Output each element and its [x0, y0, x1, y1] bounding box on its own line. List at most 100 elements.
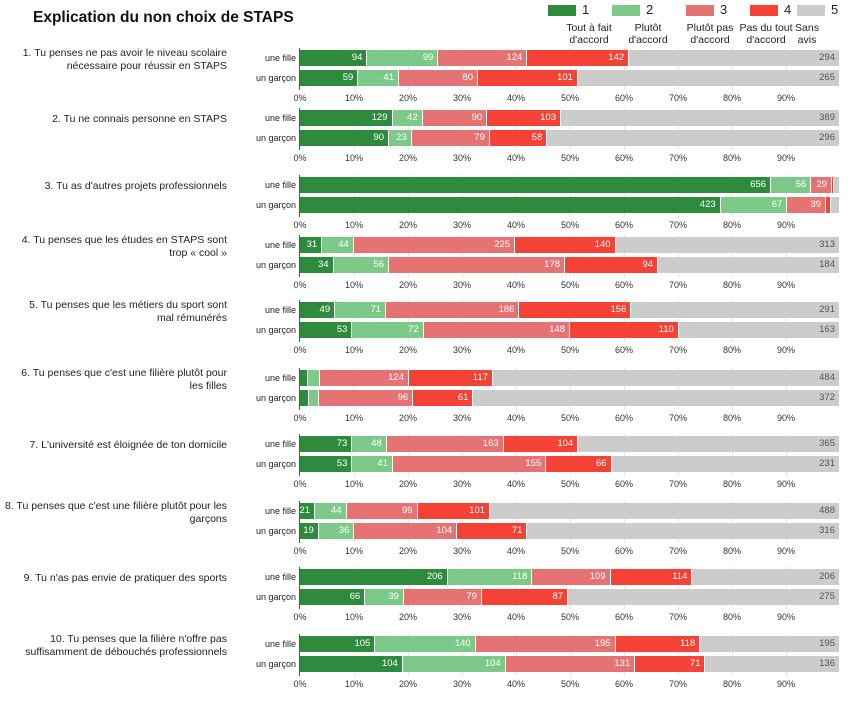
gridline — [354, 108, 355, 150]
bar-segment-5: 484 — [492, 370, 840, 386]
x-tick-label: 0% — [293, 413, 307, 423]
bar-segment-1: 31 — [300, 237, 323, 253]
bar-segment-3: 163 — [386, 436, 504, 452]
gridline — [408, 48, 409, 90]
data-label: 265 — [819, 72, 835, 83]
x-tick-label: 30% — [452, 479, 471, 489]
x-tick-label: 0% — [293, 345, 307, 355]
bar-segment-4: 117 — [409, 370, 493, 386]
gridline — [408, 634, 409, 676]
x-tick-label: 70% — [668, 93, 687, 103]
data-label: 66 — [595, 458, 607, 469]
bar-segment-3: 80 — [398, 70, 478, 86]
legend-key-2: 2 — [646, 2, 654, 17]
bar-segment-1: 19 — [300, 523, 319, 539]
data-label: 71 — [689, 658, 701, 669]
question-label: 8. Tu penses que c'est une filière plutô… — [4, 500, 227, 525]
chart-legend: 1 Tout à fait d'accord 2 Plutôt d'accord 3 Plut… — [0, 2, 850, 51]
gridline — [462, 300, 463, 342]
data-label: 118 — [512, 571, 528, 582]
gridline — [732, 175, 733, 217]
bar-segment-4 — [826, 197, 832, 213]
gridline — [462, 48, 463, 90]
gridline — [624, 434, 625, 476]
x-tick-label: 90% — [776, 479, 795, 489]
gridline — [732, 235, 733, 277]
data-label: 73 — [336, 438, 348, 449]
x-tick-label: 40% — [506, 612, 525, 622]
x-tick-label: 80% — [722, 679, 741, 689]
row-label-garcon: un garçon — [255, 200, 296, 210]
data-label: 291 — [819, 304, 835, 315]
x-tick-label: 30% — [452, 93, 471, 103]
data-label: 225 — [494, 239, 511, 250]
data-label: 41 — [377, 458, 388, 469]
bar-segment-2: 118 — [447, 569, 533, 585]
bar-segment-4: 156 — [519, 302, 632, 318]
data-label: 148 — [549, 324, 565, 335]
x-tick-label: 50% — [560, 479, 579, 489]
x-tick-label: 80% — [722, 612, 741, 622]
data-label: 23 — [396, 132, 407, 143]
data-label: 103 — [540, 112, 557, 123]
x-tick-label: 60% — [614, 679, 633, 689]
gridline — [570, 48, 571, 90]
bar-row: 34 56 178 94 184 — [300, 257, 840, 273]
x-tick-label: 20% — [398, 345, 417, 355]
bar-segment-3: 109 — [532, 569, 611, 585]
data-label: 56 — [373, 259, 384, 270]
gridline — [624, 235, 625, 277]
question-label: 3. Tu as d'autres projets professionnels — [44, 180, 227, 192]
bar-row: 19 36 104 71 316 — [300, 523, 840, 539]
x-tick-label: 50% — [560, 546, 579, 556]
row-label-fille: une fille — [264, 506, 296, 516]
bar-segment-4 — [832, 177, 835, 193]
x-tick-label: 70% — [668, 153, 687, 163]
gridline — [462, 501, 463, 543]
gridline — [786, 48, 787, 90]
bar-row: 105 140 195 118 195 — [300, 636, 840, 652]
bar-segment-3: 124 — [438, 50, 528, 66]
gridline — [570, 368, 571, 410]
bar-segment-5: 195 — [700, 636, 840, 652]
bar-segment-4: 104 — [503, 436, 579, 452]
data-label: 104 — [381, 658, 398, 669]
legend-swatch-3 — [686, 5, 714, 16]
row-label-fille: une fille — [264, 639, 296, 649]
bar-segment-3: 155 — [392, 456, 547, 472]
bar-segment-2: 42 — [392, 110, 423, 126]
data-label: 195 — [819, 638, 835, 649]
bar-segment-2: 140 — [375, 636, 476, 652]
x-tick-label: 0% — [293, 93, 307, 103]
bar-segment-2: 44 — [322, 237, 354, 253]
data-label: 39 — [810, 199, 822, 210]
x-tick-label: 40% — [506, 220, 525, 230]
x-tick-label: 30% — [452, 345, 471, 355]
gridline — [408, 175, 409, 217]
gridline — [678, 634, 679, 676]
bar-row: 53 72 148 110 163 — [300, 322, 840, 338]
bar-segment-3: 131 — [505, 656, 636, 672]
bar-segment-5: 184 — [658, 257, 840, 273]
data-label: 42 — [407, 112, 418, 123]
gridline — [516, 235, 517, 277]
bar-segment-5: 316 — [527, 523, 840, 539]
gridline — [624, 501, 625, 543]
data-label: 53 — [336, 324, 348, 335]
gridline — [732, 434, 733, 476]
x-tick-label: 50% — [560, 413, 579, 423]
data-label: 96 — [397, 392, 409, 403]
data-label: 48 — [371, 438, 382, 449]
x-tick-label: 0% — [293, 546, 307, 556]
y-axis-line — [299, 567, 300, 609]
gridline — [408, 567, 409, 609]
gridline — [678, 501, 679, 543]
x-tick-label: 40% — [506, 679, 525, 689]
data-label: 94 — [351, 52, 363, 63]
x-tick-label: 70% — [668, 413, 687, 423]
y-axis-line — [299, 108, 300, 150]
data-label: 104 — [484, 658, 501, 669]
x-tick-label: 50% — [560, 220, 579, 230]
gridline — [516, 48, 517, 90]
bar-segment-1: 59 — [300, 70, 359, 86]
